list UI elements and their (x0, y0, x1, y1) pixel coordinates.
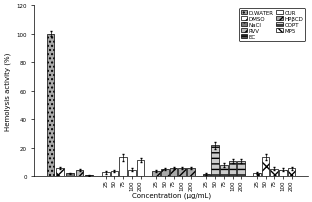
Bar (212, 146, 219, 176)
Bar (119, 158, 127, 176)
Bar (288, 168, 295, 176)
Bar (66, 173, 74, 176)
Bar (187, 168, 195, 176)
Bar (85, 175, 93, 176)
Bar (279, 170, 287, 176)
Bar (56, 168, 64, 176)
Bar (170, 168, 177, 176)
Bar (237, 161, 245, 176)
Bar (271, 169, 278, 176)
Legend: D.WATER, DMSO, NaCl, RVV, EC, CUR, HPβCD, COPT, MP5: D.WATER, DMSO, NaCl, RVV, EC, CUR, HPβCD… (239, 9, 305, 42)
Bar (76, 170, 83, 176)
Bar (47, 35, 54, 176)
Bar (220, 165, 228, 176)
Bar (152, 171, 160, 176)
X-axis label: Concentration (μg/mL): Concentration (μg/mL) (132, 191, 211, 198)
Bar (178, 168, 186, 176)
Bar (203, 174, 210, 176)
Bar (262, 157, 269, 176)
Bar (229, 161, 236, 176)
Y-axis label: Hemolysis activity (%): Hemolysis activity (%) (4, 52, 11, 130)
Bar (137, 161, 144, 176)
Bar (111, 171, 118, 176)
Bar (161, 169, 168, 176)
Bar (253, 173, 261, 176)
Bar (128, 170, 136, 176)
Bar (102, 173, 110, 176)
